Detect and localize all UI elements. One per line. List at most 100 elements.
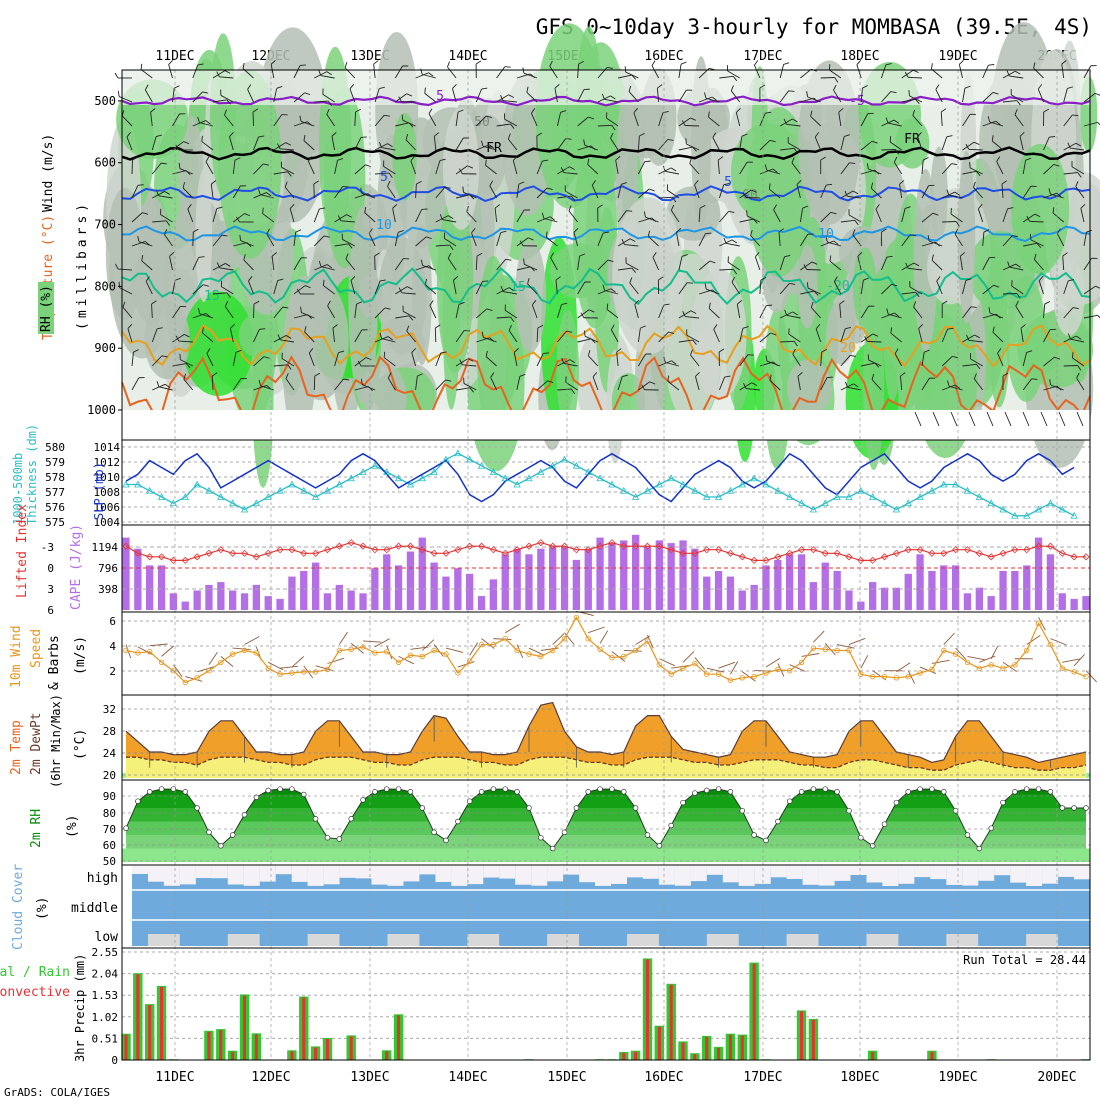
rh2m-marker (752, 833, 757, 838)
cape-label-g: CAPE (J/kg) (69, 524, 84, 610)
cape-bar (170, 593, 177, 610)
cape-bar (976, 588, 983, 610)
rh2m-marker (1084, 806, 1089, 811)
cloud-high-clear (771, 866, 787, 877)
rh2m-tick-label: 80 (103, 807, 116, 820)
precip-convective-bar (326, 1039, 329, 1060)
wind10-barb (162, 646, 174, 656)
cloud-high-clear (228, 866, 244, 885)
rh2m-marker (207, 830, 212, 835)
precip-convective-bar (302, 998, 305, 1061)
cloud-high-clear (787, 866, 803, 879)
rh2m-marker (1013, 789, 1018, 794)
cloud-high-clear (260, 866, 276, 882)
cape-bar (324, 593, 331, 610)
contour-label: FR (486, 141, 502, 156)
rh2m-marker (1072, 806, 1077, 811)
cape-bar (502, 554, 509, 610)
rh2m-marker (953, 808, 958, 813)
cape-bar (774, 560, 781, 610)
cloud-high-clear (1074, 866, 1090, 879)
rh-shade-cell (883, 260, 901, 402)
cape-bar (217, 582, 224, 610)
barb-flag (115, 73, 118, 78)
contour-label: 50 (474, 115, 490, 130)
precip-convective-bar (219, 1030, 222, 1060)
wind10-barb (233, 648, 251, 650)
precip-convective-bar (682, 1042, 685, 1060)
rh2m-marker (858, 835, 863, 840)
cape-bar (739, 591, 746, 611)
date-label-bottom: 16DEC (644, 1070, 683, 1085)
dew-label: 2m DewPt (29, 712, 44, 775)
rh-shade-cell (797, 245, 817, 329)
cloud-high-clear (803, 866, 819, 885)
cape-bar (276, 599, 283, 610)
wind10-barb (683, 651, 694, 662)
contour-label: 5 (436, 89, 444, 104)
cape-bar (691, 549, 698, 610)
cloud-high-clear (723, 866, 739, 882)
contour-label: FR (904, 132, 920, 147)
cloud-high-clear (196, 866, 212, 878)
date-label-bottom: 14DEC (448, 1070, 487, 1085)
wind-tick-label: 2 (109, 665, 116, 678)
cape-bar (549, 546, 556, 610)
contour-label: 15 (510, 280, 526, 295)
temp-label: 2m Temp (9, 720, 24, 775)
cloud-high-clear (1042, 866, 1058, 884)
cape-bar (1071, 599, 1078, 610)
cloud-high-clear (835, 866, 851, 881)
contour-label: 10 (376, 218, 392, 233)
cloud-level-label: high (87, 871, 118, 886)
cape-bar (573, 560, 580, 610)
rh2m-marker (787, 799, 792, 804)
cloud-high-clear (164, 866, 180, 886)
cloud-high-clear (212, 866, 228, 878)
rh2m-marker (444, 838, 449, 843)
wind10-barb (245, 637, 260, 645)
rh2m-marker (681, 800, 686, 805)
precip-convective-bar (634, 1052, 637, 1060)
precip-convective-bar (207, 1032, 210, 1060)
rh2m-marker (266, 788, 271, 793)
cloud-label: Cloud Cover (11, 864, 26, 950)
precip-tick-label: 0 (111, 1054, 118, 1067)
wind10-barb (766, 658, 780, 667)
cloud-low-clear (228, 934, 260, 946)
cloud-high-clear (962, 866, 978, 886)
pressure-axis-label: (millibars) (75, 200, 90, 330)
panel-frame (122, 948, 1090, 1060)
rh-shade-cell (958, 151, 975, 324)
wind10-barb (707, 668, 724, 672)
slp-label-g: SLP (mb) (92, 462, 106, 520)
cape-bar (182, 602, 189, 610)
wind-tick-label: 6 (109, 615, 116, 628)
rh-legend-label-g: RH (%) (39, 285, 54, 332)
wind10-barb (327, 658, 344, 663)
barb-flag (784, 62, 790, 66)
precip-convective-bar (717, 1048, 720, 1060)
wind10-barb (967, 656, 984, 659)
rh2m-base (122, 848, 1090, 862)
precip-ylabel-g: 3hr Precip (mm) (73, 954, 87, 1062)
cloud-high-clear (707, 866, 723, 875)
cloud-high-clear (851, 866, 867, 875)
rh-shade-cell (290, 276, 322, 334)
rh2m-marker (847, 808, 852, 813)
cape-bar (620, 540, 627, 610)
contour-label: -20 (826, 279, 849, 294)
cloud-high-clear (946, 866, 962, 885)
wind10-barb (1027, 635, 1041, 644)
date-label-bottom: 12DEC (251, 1070, 290, 1085)
barb-flag (929, 63, 935, 69)
rh2m-bands (122, 785, 1090, 848)
cloud-low-clear (627, 934, 659, 946)
temp-tick-label: 20 (103, 769, 116, 782)
wind10-barb (565, 633, 575, 645)
rh2m-marker (870, 843, 875, 848)
lifted-label-g: Lifted Index (15, 504, 30, 598)
rh2m-marker (373, 789, 378, 794)
cloud-high-clear (451, 866, 467, 886)
